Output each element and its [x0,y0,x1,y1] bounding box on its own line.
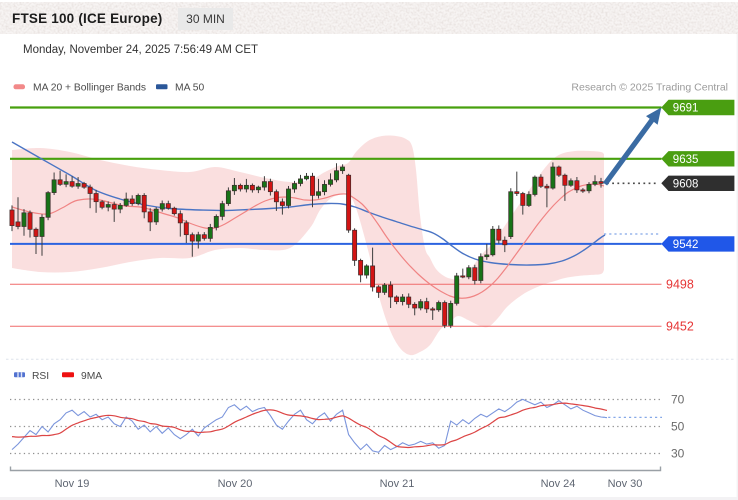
svg-text:Nov 30: Nov 30 [608,478,643,490]
svg-text:Nov 21: Nov 21 [380,478,415,490]
svg-text:70: 70 [671,392,685,406]
svg-text:Research © 2025 Trading Centra: Research © 2025 Trading Central [571,81,728,93]
svg-text:Nov 20: Nov 20 [218,478,253,490]
svg-text:9498: 9498 [666,277,694,291]
svg-text:RSI: RSI [32,371,49,382]
svg-text:30: 30 [671,447,685,461]
svg-text:MA 50: MA 50 [175,82,204,93]
svg-text:9MA: 9MA [81,371,102,382]
svg-text:9542: 9542 [673,239,699,251]
svg-text:9452: 9452 [666,319,694,333]
svg-text:9608: 9608 [673,179,699,191]
svg-text:Nov 19: Nov 19 [55,478,90,490]
svg-text:9691: 9691 [673,103,699,115]
svg-text:Nov 24: Nov 24 [541,478,576,490]
svg-text:50: 50 [671,420,685,434]
svg-text:9635: 9635 [673,154,699,166]
svg-text:MA 20 + Bollinger Bands: MA 20 + Bollinger Bands [33,82,146,93]
